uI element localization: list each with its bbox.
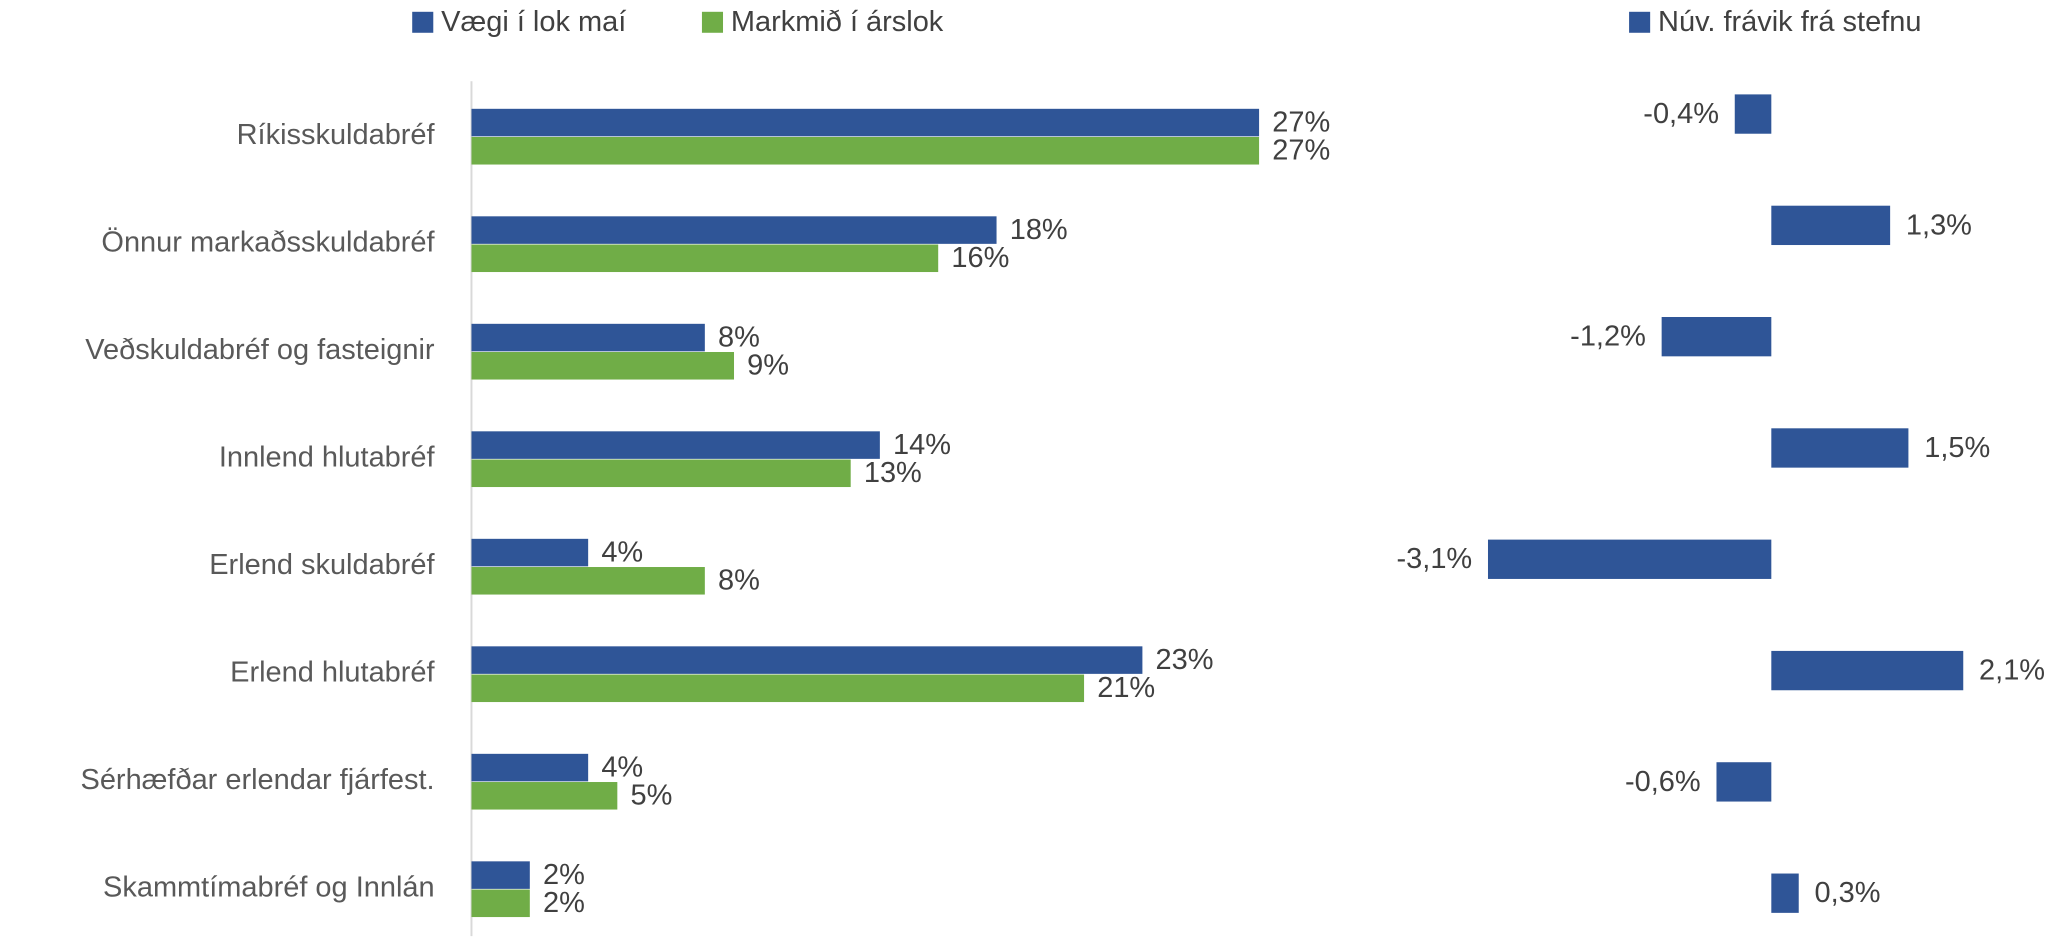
data-label: 21% <box>1097 672 1155 704</box>
data-label: 23% <box>1156 644 1214 676</box>
category-label: Ríkisskuldabréf <box>237 119 436 151</box>
bar <box>471 323 705 352</box>
data-label: 16% <box>951 242 1009 274</box>
data-label: 13% <box>864 457 922 489</box>
data-label: 14% <box>893 429 951 461</box>
data-label: 4% <box>601 537 643 569</box>
bar <box>1771 205 1891 246</box>
data-label: 5% <box>630 780 672 812</box>
category-label: Erlend skuldabréf <box>209 549 435 581</box>
category-label: Innlend hlutabréf <box>219 442 436 474</box>
bar <box>471 137 1260 165</box>
data-label: 0,3% <box>1815 877 1881 909</box>
bar <box>471 459 851 488</box>
legend-swatch <box>412 11 434 33</box>
bar <box>471 674 1085 703</box>
data-label: 4% <box>601 752 643 784</box>
bar <box>1771 873 1799 913</box>
bar <box>471 753 589 782</box>
category-label: Skammtímabréf og Innlán <box>103 872 435 904</box>
bar <box>471 567 705 595</box>
data-label: 9% <box>747 350 789 382</box>
bar <box>1771 428 1909 468</box>
data-label: 18% <box>1010 214 1068 246</box>
data-label: 8% <box>718 565 760 597</box>
bar <box>471 889 530 918</box>
bar <box>471 861 530 889</box>
bar <box>1734 94 1772 134</box>
legend-label: Vægi í lok maí <box>441 6 626 38</box>
data-label: 2,1% <box>1979 655 2045 687</box>
bar <box>1661 317 1772 357</box>
bar <box>471 431 880 459</box>
legend-swatch <box>701 11 724 33</box>
data-label: 8% <box>718 322 760 354</box>
category-label: Veðskuldabréf og fasteignir <box>85 334 435 366</box>
bar <box>471 646 1143 674</box>
category-label: Sérhæfðar erlendar fjárfest. <box>81 764 435 796</box>
bar <box>471 782 618 810</box>
bar <box>471 216 997 244</box>
data-label: 2% <box>543 887 585 919</box>
data-label: 1,3% <box>1906 209 1972 241</box>
category-label: Erlend hlutabréf <box>230 657 435 689</box>
bar <box>1716 762 1772 802</box>
bar <box>471 538 589 567</box>
data-label: 27% <box>1272 135 1330 167</box>
legend-swatch <box>1629 11 1651 33</box>
data-label: -1,2% <box>1570 321 1646 353</box>
legend-label: Markmið í árslok <box>731 6 944 38</box>
data-label: -0,6% <box>1625 766 1701 798</box>
data-label: -0,4% <box>1643 98 1719 130</box>
data-label: 27% <box>1272 107 1330 139</box>
bar <box>1771 650 1964 691</box>
data-label: -3,1% <box>1397 543 1473 575</box>
data-label: 1,5% <box>1924 432 1990 464</box>
category-label: Önnur markaðsskuldabréf <box>101 227 435 259</box>
bar <box>471 352 735 380</box>
data-label: 2% <box>543 859 585 891</box>
bar <box>471 244 939 273</box>
bar <box>1487 539 1772 579</box>
legend-label: Núv. frávik frá stefnu <box>1658 6 1921 38</box>
bar <box>471 108 1260 137</box>
